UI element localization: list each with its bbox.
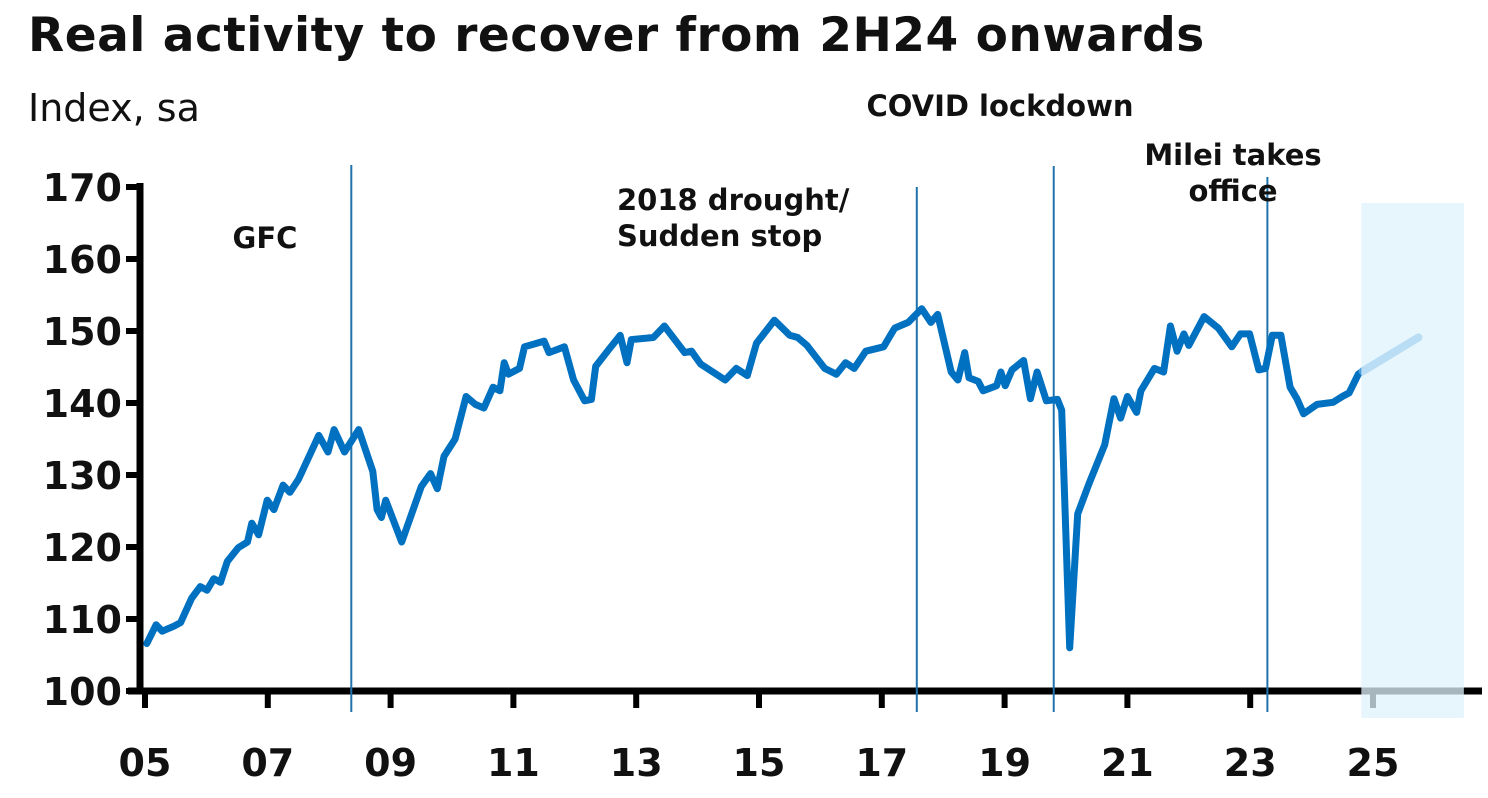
event-annotation: office xyxy=(1188,174,1277,208)
forecast-shade xyxy=(1361,203,1464,718)
event-annotation: 2018 drought/ xyxy=(617,183,850,217)
y-tick-label: 100 xyxy=(43,670,122,714)
event-annotation: Sudden stop xyxy=(617,219,822,253)
chart-title: Real activity to recover from 2H24 onwar… xyxy=(28,8,1205,63)
x-tick-label: 05 xyxy=(119,741,172,785)
x-tick-label: 11 xyxy=(487,741,540,785)
x-tick-label: 17 xyxy=(855,741,908,785)
labels: 100 110 120 130 140 150 160 170 05 07 09 11 13 15 17 19… xyxy=(43,89,1400,785)
x-tick-label: 13 xyxy=(610,741,663,785)
x-tick-label: 09 xyxy=(364,741,417,785)
x-tick-label: 21 xyxy=(1101,741,1154,785)
y-tick-label: 130 xyxy=(43,454,122,498)
x-tick-label: 15 xyxy=(733,741,786,785)
event-annotation: Milei takes xyxy=(1144,138,1321,172)
y-tick-label: 160 xyxy=(43,238,122,282)
x-tick-label: 23 xyxy=(1224,741,1277,785)
y-tick-label: 150 xyxy=(43,310,122,354)
chart-subtitle: Index, sa xyxy=(28,86,200,130)
y-tick-label: 170 xyxy=(43,166,122,210)
forecast-shade-group xyxy=(1361,203,1464,718)
axes xyxy=(126,183,1482,708)
actual-series-line xyxy=(143,305,1367,652)
event-annotation: COVID lockdown xyxy=(866,89,1133,123)
x-tick-label: 25 xyxy=(1347,741,1400,785)
y-tick-label: 110 xyxy=(43,598,122,642)
y-tick-label: 120 xyxy=(43,526,122,570)
y-tick-label: 140 xyxy=(43,382,122,426)
series xyxy=(143,305,1423,652)
x-tick-label: 19 xyxy=(978,741,1031,785)
event-annotation: GFC xyxy=(233,221,298,255)
x-tick-label: 07 xyxy=(241,741,294,785)
